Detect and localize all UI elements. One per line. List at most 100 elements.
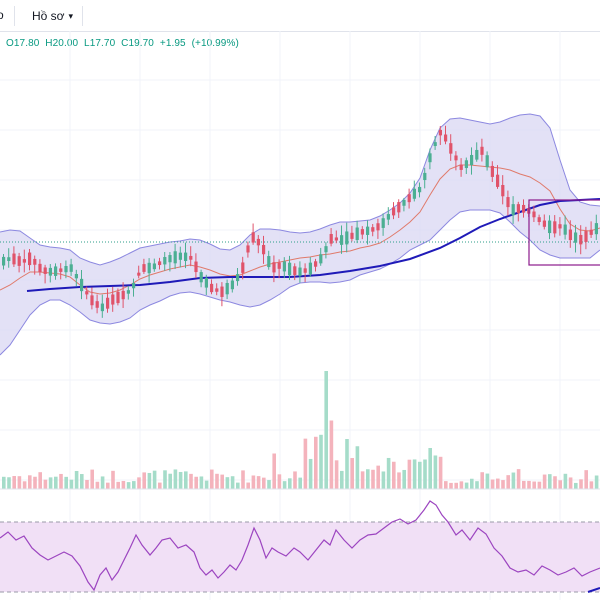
candle-body (69, 264, 73, 272)
rsi-line (0, 500, 600, 592)
legend-high: H20.00 (45, 38, 79, 49)
volume-bar (480, 472, 484, 489)
price-chart-canvas[interactable] (0, 31, 600, 600)
candle-body (319, 254, 323, 264)
volume-bar (80, 474, 84, 489)
candle-body (329, 233, 333, 244)
candle-body (355, 227, 359, 241)
volume-bar (542, 474, 547, 489)
candle-body (132, 282, 136, 289)
candle-body (360, 229, 364, 235)
candle-body (350, 232, 354, 239)
volume-bar (594, 475, 599, 489)
volume-bar (173, 469, 178, 489)
candle-body (173, 251, 177, 264)
volume-bar (485, 473, 490, 489)
volume-bar (470, 478, 474, 489)
candle-body (568, 229, 572, 241)
candle-body (2, 256, 6, 266)
legend-open: O17.80 (6, 38, 40, 49)
volume-bar (475, 481, 479, 489)
candle-body (163, 257, 167, 265)
candle-body (392, 207, 396, 216)
volume-bar (17, 476, 22, 489)
volume-bar (423, 459, 427, 489)
candle-body (563, 224, 567, 235)
candle-body (438, 129, 442, 136)
highlight-box[interactable] (528, 199, 600, 266)
candle-body (381, 218, 385, 228)
candle-body (277, 262, 281, 269)
candle-body (90, 295, 94, 306)
bollinger-upper-band (0, 113, 600, 266)
volume-bar (449, 482, 453, 489)
candle-body (345, 231, 349, 245)
volume-bar (126, 482, 131, 489)
candle-body (126, 290, 130, 294)
volume-bar (376, 465, 380, 489)
candle-body (548, 220, 552, 234)
candle-body (501, 184, 505, 197)
volume-bar (199, 476, 204, 489)
volume-bar (418, 461, 422, 489)
volume-bar (282, 481, 287, 489)
volume-bar (22, 481, 27, 489)
volume-bar (210, 469, 214, 489)
profile-label: Hồ sơ (32, 9, 65, 23)
volume-bar (230, 476, 235, 489)
candle-body (38, 263, 42, 273)
candle-body (199, 272, 203, 283)
candle-body (48, 267, 52, 276)
volume-bar (241, 470, 245, 489)
volume-bar (116, 481, 120, 489)
candle-body (194, 261, 198, 273)
candle-body (262, 244, 266, 255)
profile-dropdown-button[interactable]: Hồ sơ ▾ (24, 4, 81, 28)
volume-bar (168, 473, 172, 489)
volume-bar (532, 481, 536, 489)
candle-body (433, 142, 437, 147)
candle-body (293, 266, 297, 275)
volume-bar (43, 479, 48, 489)
volume-bar (392, 461, 396, 489)
candle-body (516, 204, 520, 214)
candle-body (64, 265, 68, 273)
candle-body (184, 252, 188, 262)
bollinger-lower-band (0, 209, 600, 356)
volume-bar (438, 456, 443, 489)
volume-bar (340, 470, 344, 489)
candle-body (496, 174, 500, 187)
volume-bar (433, 455, 438, 489)
volume-bar (568, 477, 573, 489)
chart-toolbar: o Hồ sơ ▾ (0, 0, 600, 32)
candle-body (303, 268, 307, 273)
candle-body (142, 264, 146, 272)
volume-bar (225, 477, 230, 489)
candle-body (470, 154, 474, 166)
moving-average-line (26, 198, 600, 292)
candle-body (553, 221, 557, 234)
candle-body (589, 229, 593, 235)
candle-body (7, 257, 11, 262)
volume-bar (246, 482, 250, 489)
volume-bar (236, 482, 240, 489)
candle-body (241, 262, 245, 273)
volume-bar (319, 434, 323, 489)
volume-bar (490, 479, 495, 489)
volume-bar (267, 480, 271, 489)
volume-bar (132, 481, 136, 489)
volume-bar (412, 459, 417, 489)
candle-body (17, 256, 21, 266)
volume-bar (48, 477, 53, 489)
volume-bar (158, 482, 162, 489)
candle-body (371, 227, 375, 232)
candle-body (574, 232, 578, 243)
toolbar-clipped-item[interactable]: o (0, 8, 4, 22)
candle-body (54, 266, 58, 276)
volume-bar (574, 482, 578, 489)
candle-body (532, 211, 536, 218)
volume-bar (464, 482, 469, 489)
candle-body (522, 204, 526, 213)
candle-body (407, 194, 411, 203)
candle-body (324, 246, 328, 253)
